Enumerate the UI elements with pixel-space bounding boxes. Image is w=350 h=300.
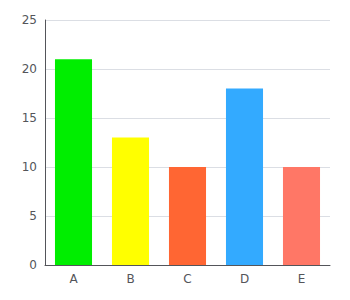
svg-text:25: 25: [22, 13, 37, 27]
svg-text:C: C: [183, 272, 191, 286]
svg-text:5: 5: [29, 209, 37, 223]
svg-text:E: E: [298, 272, 306, 286]
svg-text:15: 15: [22, 111, 37, 125]
svg-text:0: 0: [29, 258, 37, 272]
svg-text:10: 10: [22, 160, 37, 174]
svg-text:B: B: [126, 272, 134, 286]
svg-text:20: 20: [22, 62, 37, 76]
svg-text:A: A: [69, 272, 78, 286]
svg-text:D: D: [240, 272, 249, 286]
